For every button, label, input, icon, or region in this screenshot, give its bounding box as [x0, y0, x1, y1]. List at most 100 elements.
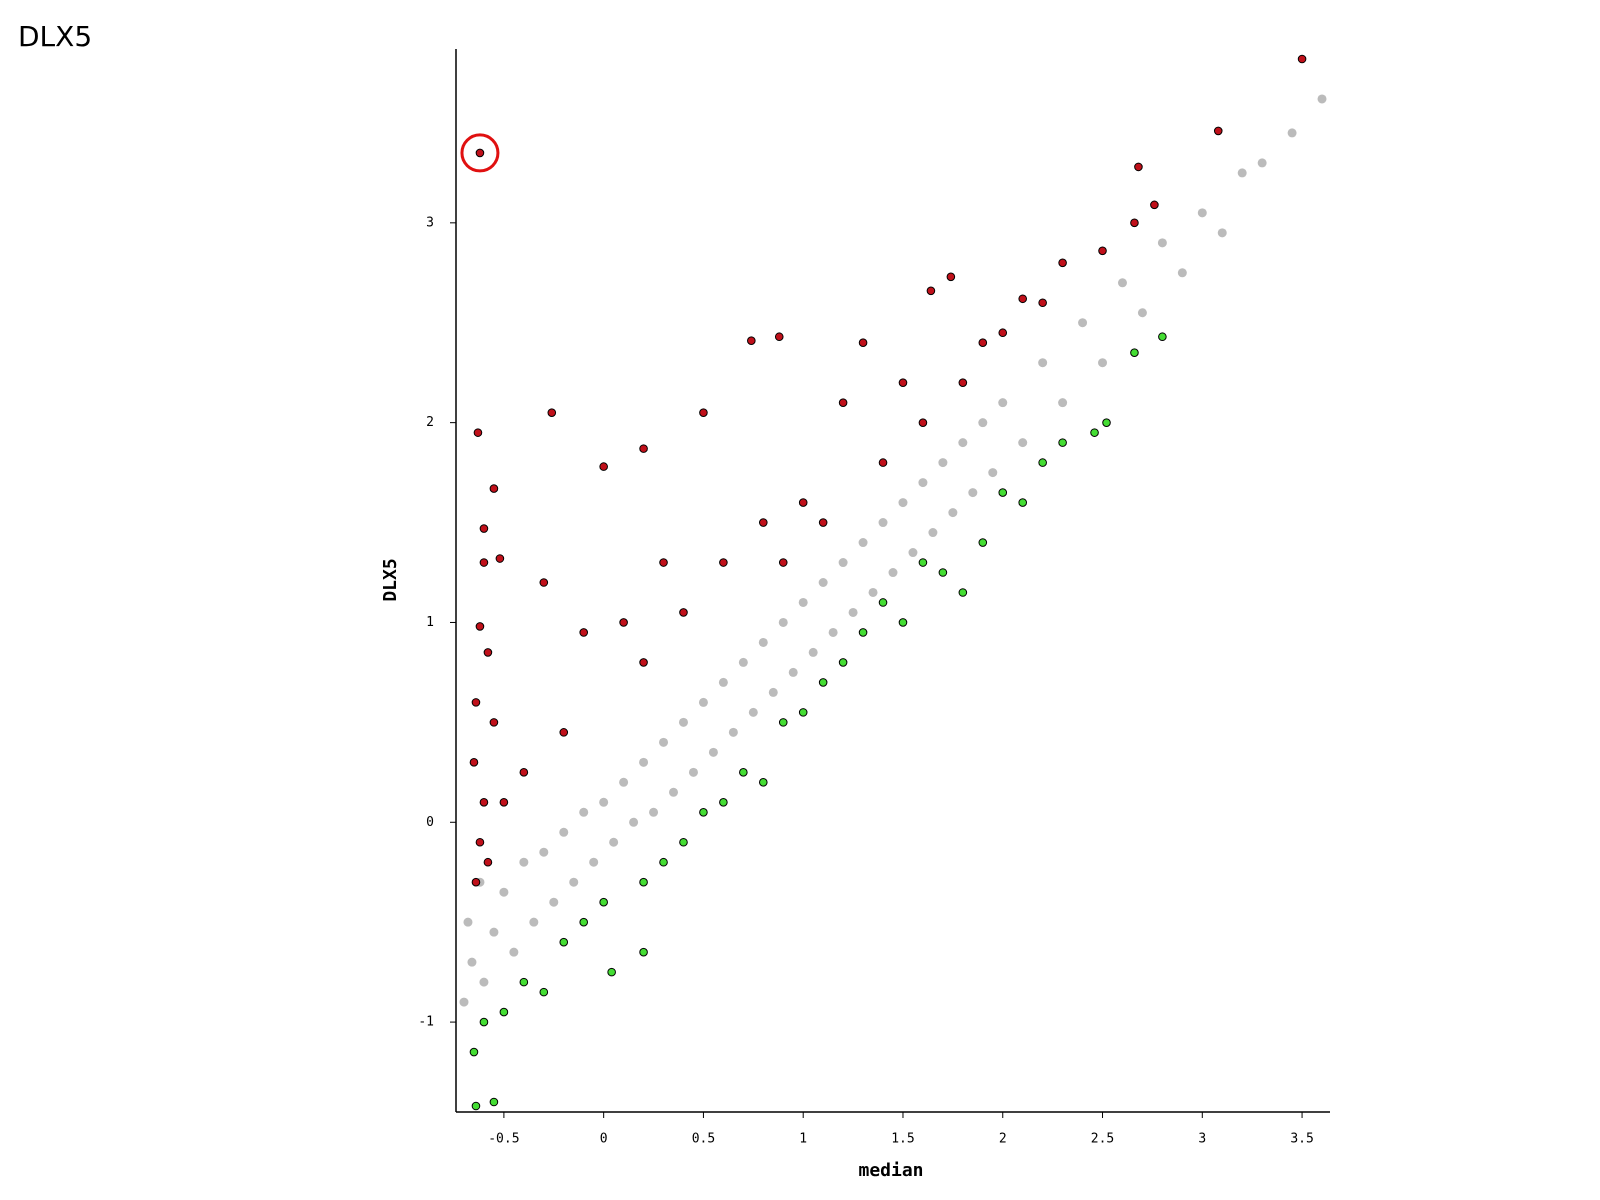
- point: [1098, 246, 1107, 256]
- point: [559, 937, 569, 947]
- point: [467, 957, 477, 967]
- point: [539, 987, 549, 997]
- point: [459, 997, 469, 1007]
- point: [1018, 498, 1028, 507]
- x-tick-label: 3: [1198, 1132, 1206, 1147]
- point: [748, 707, 758, 717]
- point: [1090, 428, 1099, 437]
- point: [599, 462, 608, 471]
- point: [469, 1047, 479, 1057]
- point: [489, 718, 499, 727]
- x-tick-label: 0.5: [692, 1132, 715, 1147]
- y-tick-label: 0: [426, 815, 434, 830]
- point: [639, 757, 649, 767]
- point: [918, 558, 928, 567]
- point: [529, 917, 539, 927]
- point: [619, 618, 628, 627]
- point: [1058, 258, 1067, 268]
- point: [838, 398, 848, 407]
- point: [978, 538, 988, 547]
- point: [858, 538, 868, 548]
- point: [659, 558, 668, 567]
- point: [818, 678, 828, 687]
- point: [639, 658, 648, 667]
- point: [778, 617, 788, 627]
- point: [1158, 332, 1167, 342]
- point: [998, 328, 1008, 338]
- point: [926, 286, 936, 296]
- point: [599, 797, 609, 807]
- point: [639, 444, 648, 453]
- point: [1058, 398, 1068, 408]
- point: [708, 747, 718, 757]
- point: [908, 548, 918, 558]
- point: [878, 518, 888, 528]
- point: [479, 524, 489, 533]
- point: [798, 708, 808, 717]
- point: [978, 418, 988, 428]
- point: [928, 528, 938, 538]
- point: [1038, 298, 1047, 308]
- y-tick-label: 3: [426, 215, 434, 230]
- point: [738, 657, 748, 667]
- y-tick-label: -1: [418, 1015, 434, 1030]
- point: [1150, 200, 1159, 210]
- point: [858, 338, 868, 348]
- point: [778, 558, 788, 567]
- point: [559, 728, 569, 737]
- point: [1287, 128, 1297, 138]
- point: [788, 667, 798, 677]
- point: [519, 977, 529, 987]
- point: [938, 568, 948, 577]
- point: [499, 1007, 509, 1017]
- point: [471, 877, 481, 887]
- point: [758, 637, 768, 647]
- point: [1197, 208, 1207, 218]
- point: [659, 857, 668, 867]
- point: [888, 568, 898, 578]
- point: [768, 687, 778, 697]
- point: [471, 1101, 481, 1111]
- point: [519, 857, 529, 867]
- point: [898, 618, 908, 627]
- point: [609, 837, 619, 847]
- point: [499, 797, 509, 807]
- x-tick-label: 2.5: [1091, 1132, 1114, 1147]
- point: [479, 797, 489, 807]
- point: [489, 927, 499, 937]
- point: [878, 598, 888, 607]
- point: [599, 897, 608, 907]
- point: [1102, 418, 1111, 427]
- point: [479, 1017, 489, 1027]
- point: [1237, 168, 1247, 178]
- point: [475, 622, 485, 631]
- point: [898, 378, 908, 387]
- point: [579, 628, 589, 637]
- point: [946, 272, 956, 282]
- point: [479, 977, 489, 987]
- point: [1078, 318, 1088, 328]
- point: [1317, 94, 1327, 104]
- point: [1157, 238, 1167, 248]
- point: [471, 698, 481, 707]
- point: [758, 778, 768, 787]
- point: [758, 518, 768, 527]
- point: [948, 508, 958, 518]
- point: [698, 697, 708, 707]
- point: [918, 478, 928, 488]
- point: [679, 608, 688, 617]
- point: [475, 837, 485, 847]
- point: [678, 717, 688, 727]
- point: [848, 607, 858, 617]
- point: [669, 787, 679, 797]
- point: [958, 378, 968, 387]
- point: [828, 627, 838, 637]
- point: [499, 887, 509, 897]
- point: [1038, 458, 1047, 467]
- x-tick-label: 3.5: [1290, 1132, 1313, 1147]
- point: [1137, 308, 1147, 318]
- y-axis-label: DLX5: [380, 558, 401, 601]
- point: [728, 727, 738, 737]
- point: [998, 398, 1008, 408]
